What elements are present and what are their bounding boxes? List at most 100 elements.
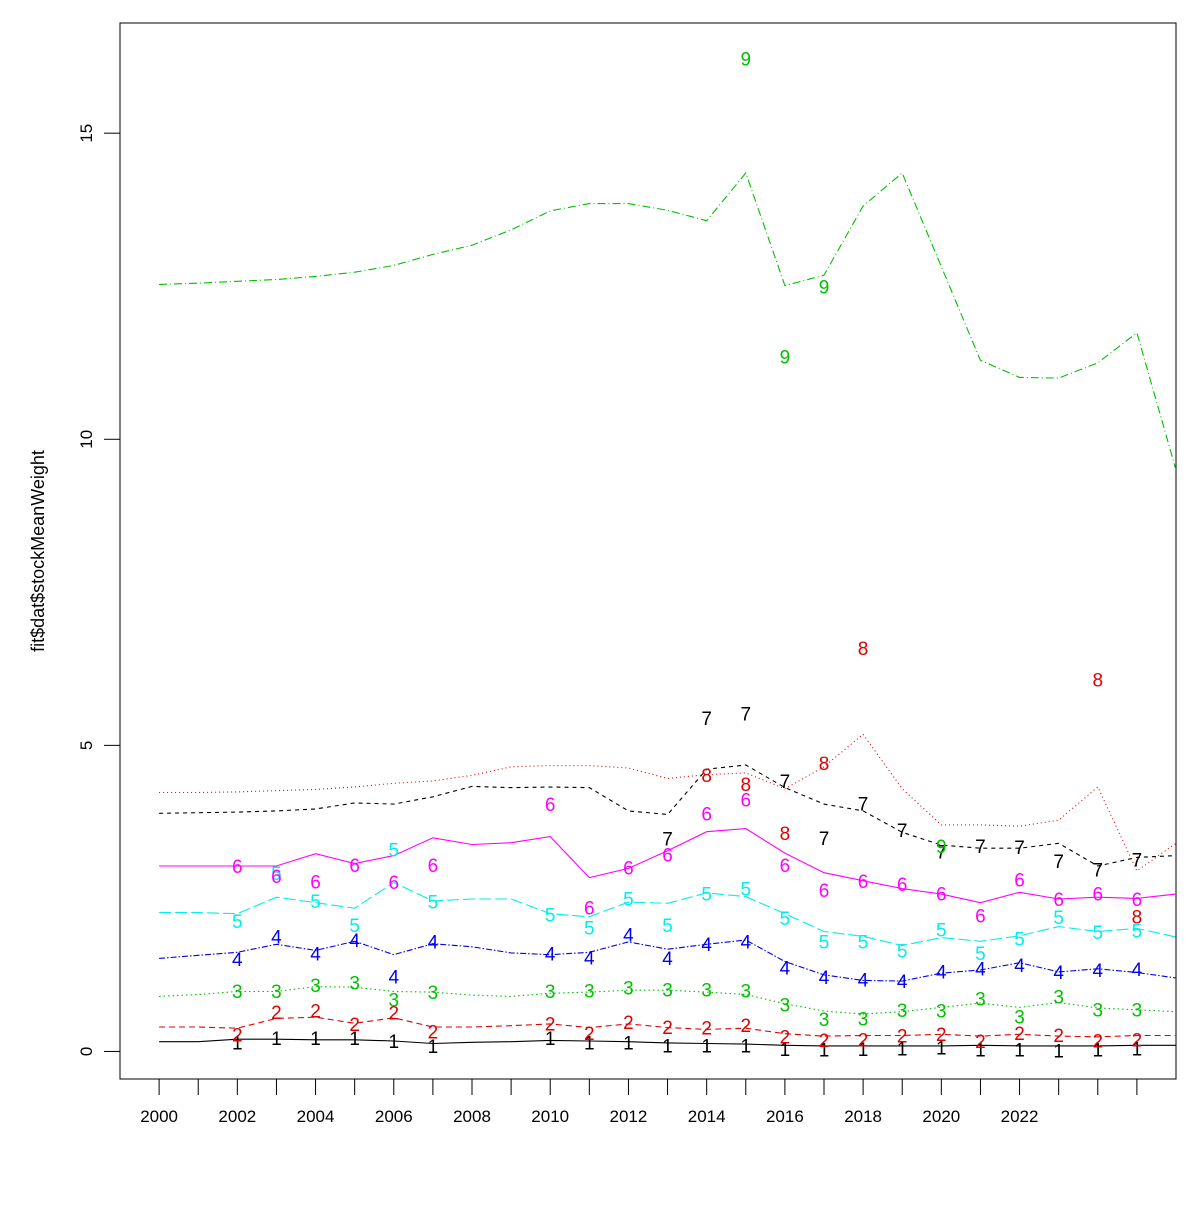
data-point-4: 4 xyxy=(1053,963,1064,984)
data-point-2: 2 xyxy=(389,1003,400,1024)
data-point-3: 3 xyxy=(1053,988,1064,1009)
data-point-3: 3 xyxy=(389,991,400,1012)
data-point-3: 3 xyxy=(584,981,595,1002)
data-point-7: 7 xyxy=(1132,850,1143,871)
data-point-1: 1 xyxy=(271,1029,282,1050)
data-point-1: 1 xyxy=(1014,1041,1025,1062)
data-point-5: 5 xyxy=(584,918,595,939)
x-tick-label: 2016 xyxy=(766,1107,804,1126)
data-point-1: 1 xyxy=(428,1037,439,1058)
data-point-5: 5 xyxy=(1014,929,1025,950)
data-point-5: 5 xyxy=(428,893,439,914)
data-point-4: 4 xyxy=(897,972,908,993)
data-point-4: 4 xyxy=(780,959,791,980)
data-point-4: 4 xyxy=(428,932,439,953)
data-point-5: 5 xyxy=(741,880,752,901)
data-point-3: 3 xyxy=(271,982,282,1003)
data-point-1: 1 xyxy=(232,1033,243,1054)
data-point-8: 8 xyxy=(1132,907,1143,928)
data-point-6: 6 xyxy=(858,872,869,893)
data-point-7: 7 xyxy=(741,705,752,726)
data-point-7: 7 xyxy=(936,842,947,863)
data-point-7: 7 xyxy=(701,709,712,730)
data-point-1: 1 xyxy=(936,1038,947,1059)
data-point-1: 1 xyxy=(662,1036,673,1057)
series-line-1 xyxy=(159,1038,1176,1047)
data-point-7: 7 xyxy=(1053,852,1064,873)
data-point-1: 1 xyxy=(545,1029,556,1050)
data-point-3: 3 xyxy=(623,978,634,999)
data-point-6: 6 xyxy=(1093,885,1104,906)
data-point-4: 4 xyxy=(623,926,634,947)
data-point-3: 3 xyxy=(858,1010,869,1031)
data-point-1: 1 xyxy=(701,1036,712,1057)
series-line-7 xyxy=(159,764,1176,867)
data-point-8: 8 xyxy=(780,824,791,845)
data-point-2: 2 xyxy=(349,1015,360,1036)
data-point-5: 5 xyxy=(819,932,830,953)
plot-frame xyxy=(119,22,1177,1080)
data-point-6: 6 xyxy=(389,873,400,894)
data-point-4: 4 xyxy=(389,967,400,988)
series-line-6 xyxy=(159,828,1176,904)
x-tick-label: 2004 xyxy=(297,1107,335,1126)
x-tick-label: 2018 xyxy=(844,1107,882,1126)
series-line-2 xyxy=(159,1016,1176,1038)
data-point-8: 8 xyxy=(819,754,830,775)
y-axis: 0 5 10 15 xyxy=(77,124,121,1056)
data-point-5: 5 xyxy=(310,892,321,913)
data-point-6: 6 xyxy=(584,899,595,920)
data-point-1: 1 xyxy=(858,1040,869,1061)
data-point-3: 3 xyxy=(310,976,321,997)
data-point-2: 2 xyxy=(623,1013,634,1034)
data-point-9: 9 xyxy=(819,277,830,298)
data-point-2: 2 xyxy=(584,1024,595,1045)
data-point-6: 6 xyxy=(428,856,439,877)
data-point-6: 6 xyxy=(271,867,282,888)
data-point-2: 2 xyxy=(701,1019,712,1040)
data-point-2: 2 xyxy=(1014,1024,1025,1045)
series-line-4 xyxy=(159,939,1176,982)
data-point-3: 3 xyxy=(1093,1000,1104,1021)
data-point-5: 5 xyxy=(662,916,673,937)
data-point-1: 1 xyxy=(389,1032,400,1053)
series-line-3 xyxy=(159,986,1176,1015)
data-point-5: 5 xyxy=(389,841,400,862)
data-point-1: 1 xyxy=(1132,1040,1143,1061)
series-line-5 xyxy=(159,881,1176,947)
data-point-5: 5 xyxy=(897,942,908,963)
data-point-6: 6 xyxy=(897,875,908,896)
data-point-3: 3 xyxy=(819,1010,830,1031)
data-point-1: 1 xyxy=(310,1029,321,1050)
data-point-6: 6 xyxy=(936,885,947,906)
data-point-6: 6 xyxy=(310,872,321,893)
x-tick-label: 2008 xyxy=(453,1107,491,1126)
data-point-5: 5 xyxy=(232,912,243,933)
data-point-6: 6 xyxy=(1053,890,1064,911)
data-point-6: 6 xyxy=(662,845,673,866)
data-point-6: 6 xyxy=(975,907,986,928)
data-point-6: 6 xyxy=(349,856,360,877)
data-point-8: 8 xyxy=(701,766,712,787)
data-point-5: 5 xyxy=(780,909,791,930)
data-point-3: 3 xyxy=(1132,1000,1143,1021)
y-tick-label: 0 xyxy=(77,1047,96,1056)
data-point-6: 6 xyxy=(1132,890,1143,911)
data-point-3: 3 xyxy=(780,995,791,1016)
x-tick-label: 2014 xyxy=(688,1107,726,1126)
data-point-1: 1 xyxy=(584,1033,595,1054)
data-point-4: 4 xyxy=(232,950,243,971)
data-point-8: 8 xyxy=(741,775,752,796)
data-point-2: 2 xyxy=(310,1002,321,1023)
data-point-4: 4 xyxy=(349,931,360,952)
y-tick-label: 5 xyxy=(77,741,96,750)
data-point-3: 3 xyxy=(975,989,986,1010)
data-point-2: 2 xyxy=(741,1016,752,1037)
data-point-8: 8 xyxy=(858,639,869,660)
data-point-6: 6 xyxy=(623,858,634,879)
data-point-1: 1 xyxy=(819,1041,830,1062)
data-point-7: 7 xyxy=(858,795,869,816)
data-point-6: 6 xyxy=(701,804,712,825)
